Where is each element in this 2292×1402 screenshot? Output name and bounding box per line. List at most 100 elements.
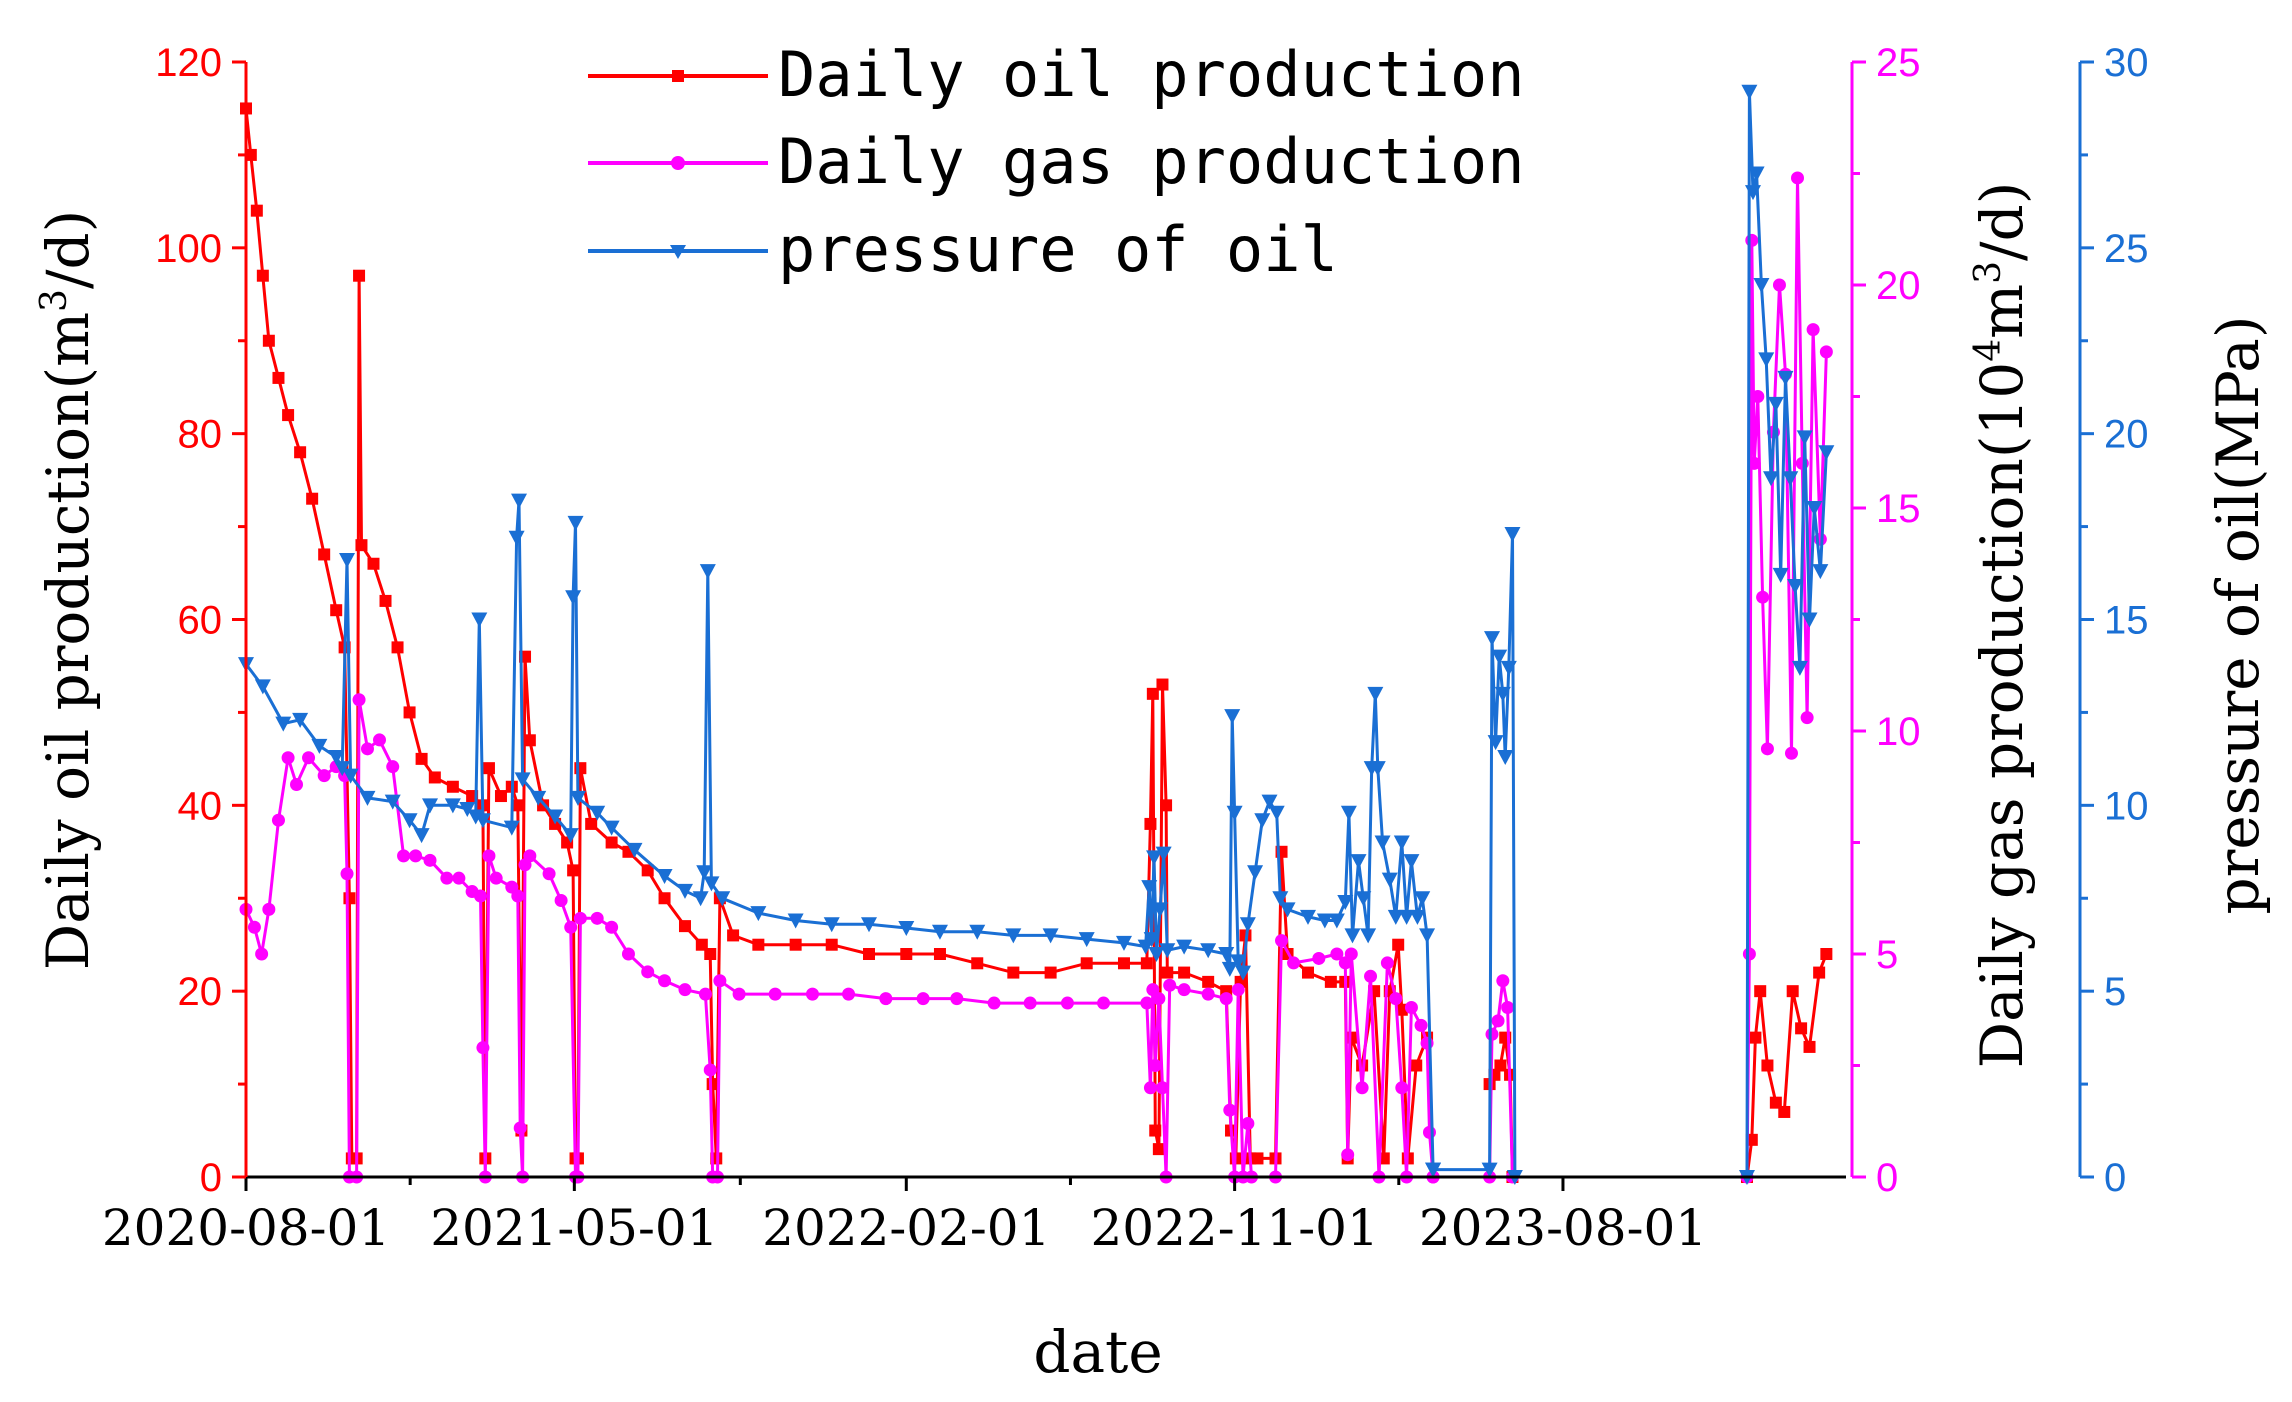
point-pressure-0-14 [444, 798, 461, 814]
point-gas-1-13 [1760, 742, 1774, 756]
point-pressure-0-6 [334, 761, 351, 777]
y-tick-label-pressure-0: 0 [2104, 1156, 2126, 1200]
point-pressure-0-91 [1409, 909, 1426, 925]
point-gas-0-56 [879, 992, 893, 1006]
point-pressure-0-56 [1155, 846, 1172, 862]
point-gas-0-47 [698, 987, 712, 1001]
y-tick-label-pressure-2: 10 [2104, 784, 2149, 828]
point-oil-1-11 [1769, 1096, 1782, 1109]
point-gas-0-20 [423, 853, 437, 867]
point-gas-0-89 [1364, 969, 1378, 983]
point-gas-0-6 [290, 778, 304, 792]
point-pressure-0-27 [567, 515, 584, 531]
point-oil-0-6 [282, 409, 295, 422]
point-pressure-0-28 [569, 790, 586, 806]
point-oil-1-15 [1803, 1040, 1816, 1053]
point-oil-0-22 [428, 771, 441, 784]
point-pressure-1-19 [1777, 370, 1794, 386]
point-gas-0-82 [1287, 956, 1301, 970]
legend-label-pressure: pressure of oil [778, 213, 1338, 286]
point-pressure-0-52 [1143, 932, 1160, 948]
point-pressure-1-4 [1491, 649, 1508, 665]
legend-entry-gas: Daily gas production [588, 125, 1525, 198]
point-oil-0-57 [900, 948, 913, 960]
point-oil-0-53 [752, 938, 765, 951]
y-axis-title-pressure: pressure of oil(MPa) [2204, 315, 2272, 914]
point-pressure-0-26 [565, 590, 582, 606]
point-gas-0-3 [262, 902, 276, 916]
point-pressure-0-63 [1226, 805, 1243, 821]
y-tick-label-oil-5: 100 [155, 227, 222, 271]
point-oil-0-73 [1202, 975, 1215, 988]
point-pressure-0-77 [1340, 805, 1357, 821]
point-gas-0-58 [950, 992, 964, 1006]
point-oil-0-18 [379, 594, 392, 607]
point-gas-0-7 [302, 751, 316, 765]
point-oil-0-65 [1144, 817, 1157, 830]
point-gas-0-11 [340, 867, 354, 881]
y-tick-label-gas-0: 0 [1876, 1156, 1898, 1200]
x-axis-title: date [1033, 1318, 1162, 1386]
point-pressure-0-61 [1221, 961, 1238, 977]
point-oil-0-10 [330, 604, 343, 617]
point-pressure-0-57 [1159, 943, 1176, 959]
point-oil-0-41 [585, 817, 598, 830]
point-gas-1-5 [1501, 1001, 1515, 1015]
point-oil-1-13 [1786, 985, 1799, 998]
point-pressure-0-70 [1268, 805, 1285, 821]
series-line-oil-1 [1488, 953, 1828, 1179]
x-tick-label-0: 2020-08-01 [102, 1199, 390, 1257]
point-oil-0-62 [1080, 957, 1093, 970]
series-line-pressure-1 [1433, 90, 1828, 1179]
y-axis-title-gas: Daily gas production(104m3/d) [1968, 182, 2036, 1069]
point-gas-0-40 [573, 911, 587, 925]
point-oil-1-12 [1778, 1105, 1791, 1118]
point-oil-0-72 [1178, 966, 1191, 979]
point-oil-0-16 [355, 539, 368, 552]
point-pressure-0-51 [1141, 880, 1158, 896]
point-oil-0-58 [933, 948, 946, 960]
point-oil-0-21 [415, 752, 428, 765]
point-pressure-0-83 [1367, 686, 1384, 702]
point-gas-0-72 [1201, 987, 1215, 1001]
point-oil-0-1 [244, 148, 257, 161]
point-gas-1-11 [1751, 390, 1765, 403]
point-pressure-0-80 [1355, 891, 1372, 907]
point-gas-0-53 [768, 987, 782, 1001]
point-oil-0-61 [1044, 966, 1057, 979]
y-tick-label-oil-3: 60 [178, 599, 223, 643]
point-gas-0-81 [1275, 934, 1289, 948]
point-gas-0-14 [352, 693, 366, 707]
point-gas-0-28 [489, 871, 503, 885]
point-gas-1-18 [1790, 171, 1804, 185]
point-oil-0-8 [306, 492, 319, 505]
point-pressure-1-11 [1741, 84, 1758, 100]
gas-title-sup-1: 4 [1968, 339, 2009, 362]
point-gas-0-78 [1241, 1116, 1255, 1130]
point-pressure-0-79 [1350, 854, 1367, 870]
point-pressure-0-46 [1005, 928, 1022, 944]
point-pressure-1-1 [1481, 1162, 1498, 1178]
y-tick-label-oil-2: 40 [178, 784, 223, 828]
point-oil-0-9 [318, 548, 331, 561]
point-pressure-0-23 [530, 790, 547, 806]
point-oil-0-63 [1117, 957, 1130, 970]
point-gas-0-73 [1219, 992, 1233, 1006]
point-pressure-1-23 [1796, 430, 1813, 446]
point-oil-0-54 [789, 938, 802, 951]
point-pressure-1-18 [1772, 567, 1789, 583]
y-tick-label-gas-1: 5 [1876, 933, 1898, 977]
x-tick-label-4: 2023-08-01 [1419, 1199, 1707, 1257]
point-pressure-0-30 [603, 820, 620, 836]
point-gas-0-84 [1330, 947, 1344, 961]
point-gas-0-54 [805, 987, 819, 1001]
point-oil-0-85 [1324, 975, 1337, 988]
legend-label-oil: Daily oil production [778, 38, 1525, 111]
point-oil-0-46 [678, 920, 691, 933]
point-pressure-0-42 [861, 917, 878, 933]
point-pressure-0-92 [1414, 891, 1431, 907]
point-pressure-0-18 [474, 813, 491, 829]
y-tick-label-pressure-6: 30 [2104, 41, 2149, 85]
point-gas-0-25 [476, 1041, 490, 1055]
point-oil-0-94 [1395, 1003, 1408, 1016]
